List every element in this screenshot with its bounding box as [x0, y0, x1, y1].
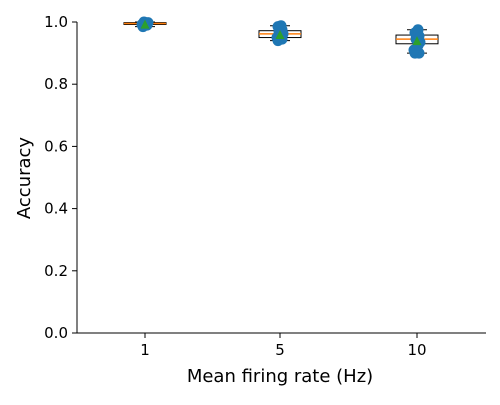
axes: [76, 22, 486, 334]
data-point: [412, 24, 424, 36]
plot-area: [123, 16, 439, 59]
mean-marker: [140, 19, 150, 29]
x-tick-label: 1: [140, 341, 150, 359]
y-tick-label: 0.4: [44, 200, 68, 218]
y-tick-label: 0.2: [44, 262, 68, 280]
mean-marker: [275, 29, 285, 39]
y-tick-label: 0.0: [44, 324, 68, 342]
data-point: [275, 20, 287, 32]
x-axis-title: Mean firing rate (Hz): [187, 366, 373, 387]
mean-marker: [412, 36, 422, 46]
y-tick-label: 0.8: [44, 75, 68, 93]
y-tick-label: 1.0: [44, 13, 68, 31]
y-axis-title: Accuracy: [14, 137, 35, 220]
y-tick-label: 0.6: [44, 137, 68, 155]
ticks: 0.0 0.2 0.4 0.6 0.8 1.0 1 5 10: [44, 13, 426, 359]
x-tick-label: 5: [275, 341, 285, 359]
x-tick-label: 10: [407, 341, 426, 359]
